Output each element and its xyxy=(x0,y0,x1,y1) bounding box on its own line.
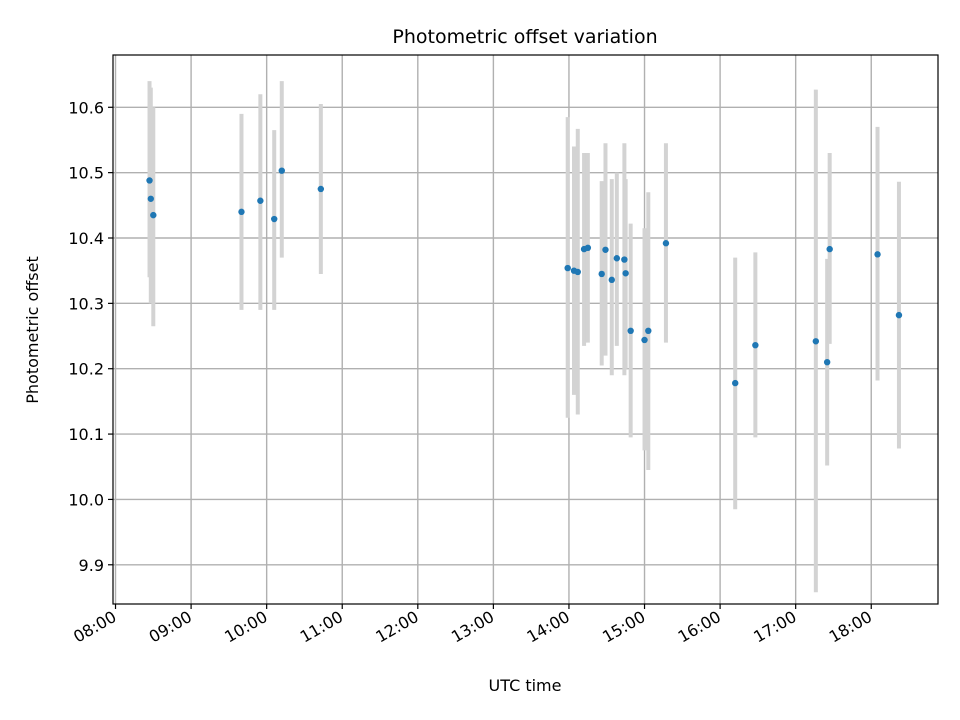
data-point xyxy=(257,197,264,204)
data-point xyxy=(622,270,629,277)
data-point xyxy=(564,264,571,272)
data-point xyxy=(147,195,154,202)
data-point xyxy=(146,177,153,184)
y-tick-label: 10.4 xyxy=(68,229,104,248)
data-point xyxy=(602,246,609,253)
chart-title: Photometric offset variation xyxy=(392,26,657,48)
y-axis-label: Photometric offset xyxy=(23,256,42,404)
data-point xyxy=(895,311,903,319)
data-point xyxy=(752,341,759,349)
y-tick-label: 10.6 xyxy=(68,98,104,117)
data-point xyxy=(598,270,605,278)
data-point xyxy=(584,244,592,252)
data-point xyxy=(574,268,581,276)
data-point xyxy=(621,256,628,263)
data-point xyxy=(613,255,621,262)
data-point xyxy=(238,208,245,216)
data-point xyxy=(826,245,833,253)
data-point xyxy=(278,167,285,174)
y-axis: 9.9 10.0 10.1 10.2 10.3 10.4 10.5 10.6 xyxy=(68,98,113,575)
y-tick-label: 10.5 xyxy=(68,164,104,183)
y-tick-label: 10.1 xyxy=(68,425,104,444)
data-point xyxy=(874,251,881,258)
data-point xyxy=(812,338,820,345)
data-point xyxy=(627,327,634,335)
y-tick-label: 10.0 xyxy=(68,490,104,509)
data-point xyxy=(608,276,615,284)
data-point xyxy=(641,336,648,344)
data-points xyxy=(146,167,903,387)
data-point xyxy=(150,211,157,219)
x-axis-label: UTC time xyxy=(489,676,562,695)
y-tick-label: 10.2 xyxy=(68,360,104,379)
data-point xyxy=(662,240,670,247)
data-point xyxy=(317,185,325,193)
plot-frame xyxy=(112,54,939,605)
y-tick-label: 9.9 xyxy=(79,556,104,575)
y-tick-label: 10.3 xyxy=(68,294,104,313)
data-point xyxy=(823,358,831,366)
data-point xyxy=(732,379,739,387)
data-point xyxy=(271,215,278,223)
grid xyxy=(113,55,938,604)
data-point xyxy=(645,327,652,335)
